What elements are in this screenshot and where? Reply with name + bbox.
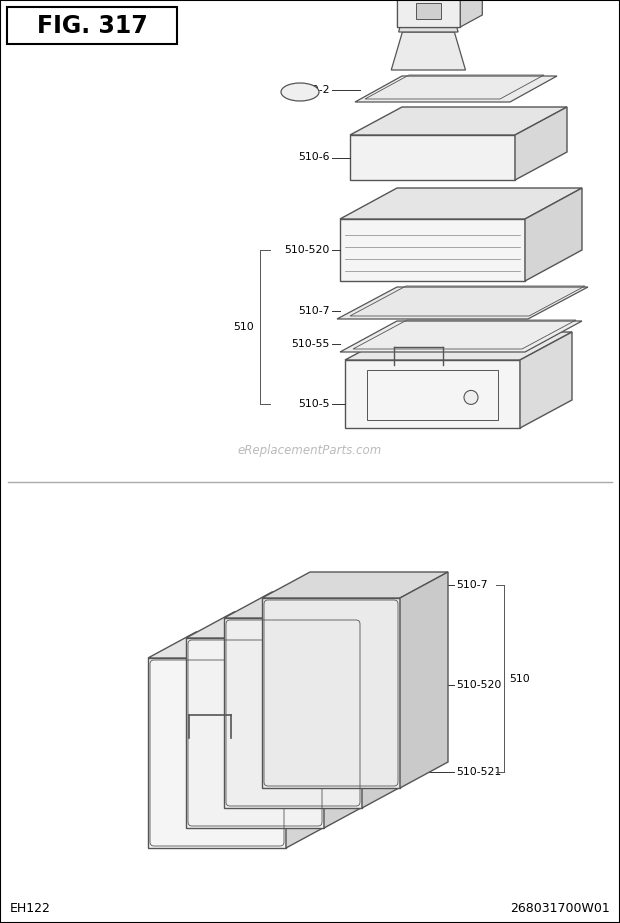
Polygon shape bbox=[224, 592, 410, 618]
Bar bbox=[367, 370, 498, 420]
Polygon shape bbox=[340, 321, 582, 352]
Text: eReplacementParts.com: eReplacementParts.com bbox=[238, 444, 382, 457]
Polygon shape bbox=[515, 107, 567, 180]
Text: 510-520: 510-520 bbox=[456, 679, 502, 689]
Polygon shape bbox=[460, 0, 482, 27]
Text: 510-7: 510-7 bbox=[298, 306, 330, 316]
Text: 510-521: 510-521 bbox=[456, 767, 501, 777]
Text: 510: 510 bbox=[233, 322, 254, 332]
Polygon shape bbox=[525, 188, 582, 281]
Polygon shape bbox=[148, 658, 286, 848]
Circle shape bbox=[464, 390, 478, 404]
Polygon shape bbox=[399, 26, 458, 32]
Text: 510-7: 510-7 bbox=[456, 580, 487, 590]
Polygon shape bbox=[350, 107, 567, 135]
Bar bbox=[416, 3, 441, 19]
Polygon shape bbox=[397, 0, 460, 27]
Polygon shape bbox=[362, 592, 410, 808]
Polygon shape bbox=[262, 598, 400, 788]
Polygon shape bbox=[520, 332, 572, 428]
Polygon shape bbox=[148, 632, 334, 658]
Text: 510-2: 510-2 bbox=[298, 85, 330, 95]
Text: 510-5: 510-5 bbox=[298, 400, 330, 409]
Polygon shape bbox=[340, 188, 582, 219]
Polygon shape bbox=[355, 76, 557, 102]
Polygon shape bbox=[340, 219, 525, 281]
Text: 510-6: 510-6 bbox=[298, 152, 330, 162]
Polygon shape bbox=[400, 572, 448, 788]
Polygon shape bbox=[262, 572, 448, 598]
Polygon shape bbox=[391, 32, 466, 70]
Text: EH122: EH122 bbox=[10, 902, 51, 915]
Polygon shape bbox=[186, 638, 324, 828]
Polygon shape bbox=[345, 332, 572, 360]
Polygon shape bbox=[345, 360, 520, 428]
Polygon shape bbox=[324, 612, 372, 828]
Polygon shape bbox=[286, 632, 334, 848]
Ellipse shape bbox=[281, 83, 319, 101]
Polygon shape bbox=[397, 0, 460, 27]
Text: 268031700W01: 268031700W01 bbox=[510, 902, 610, 915]
Text: FIG. 317: FIG. 317 bbox=[37, 14, 148, 38]
Bar bbox=[7, 7, 177, 44]
Polygon shape bbox=[350, 135, 515, 180]
Text: 510: 510 bbox=[509, 674, 529, 684]
Polygon shape bbox=[337, 287, 588, 319]
Polygon shape bbox=[224, 618, 362, 808]
Text: 510-55: 510-55 bbox=[291, 339, 330, 349]
Text: 510-520: 510-520 bbox=[285, 245, 330, 255]
Polygon shape bbox=[186, 612, 372, 638]
